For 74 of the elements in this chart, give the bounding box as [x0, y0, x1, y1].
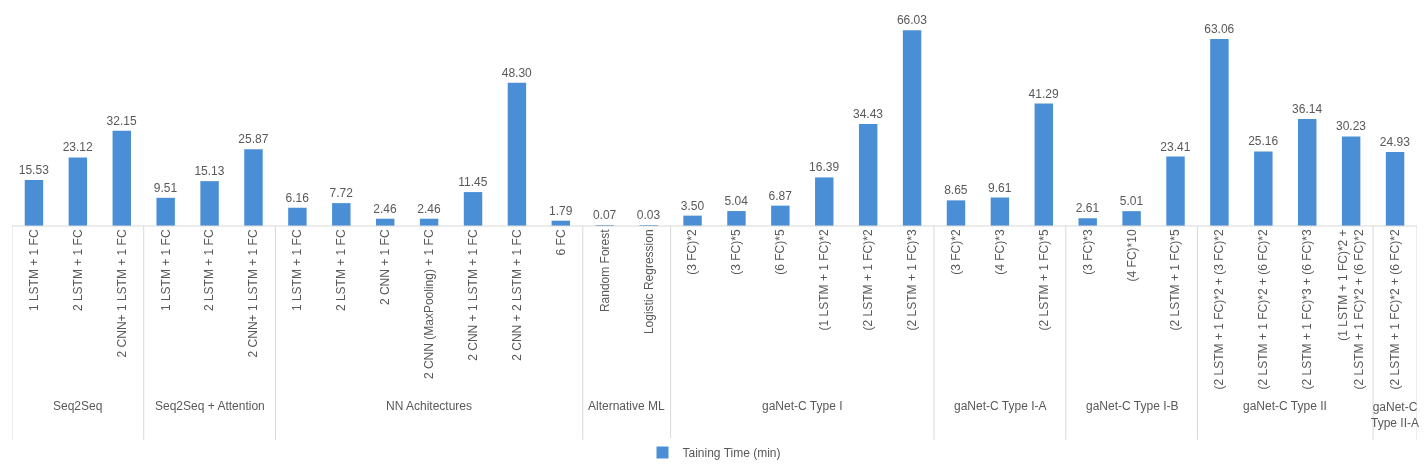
- text: gaNet-C Type I-A: [954, 399, 1047, 413]
- data-label: 0.07: [592, 208, 617, 222]
- x-tick-label: 2 CNN+ 1 LSTM + 1 FC: [114, 229, 129, 358]
- x-tick-label: (2 LSTM + 1 FC)*2 + (6 FC)*2: [1387, 229, 1402, 390]
- x-tick-label: (2 LSTM + 1 FC)*3 + (6 FC)*3: [1300, 229, 1315, 390]
- x-tick-label: (3 FC)*2: [948, 229, 963, 275]
- x-tick-label: 2 LSTM + 1 FC: [202, 229, 217, 312]
- x-tick-label: (6 FC)*5: [773, 229, 788, 275]
- x-tick-label: 2 LSTM + 1 FC: [70, 229, 85, 312]
- data-label: 9.51: [153, 180, 178, 195]
- text: Seq2Seq + Attention: [155, 399, 265, 413]
- legend-label: Taining Time (min): [682, 446, 781, 461]
- data-label: 25.87: [238, 132, 269, 147]
- data-label: 15.53: [18, 162, 50, 177]
- x-tick-label: (2 LSTM + 1 FC)*3: [904, 229, 919, 331]
- x-tick-label: (1 LSTM + 1 FC)*2: [817, 229, 832, 331]
- data-label: 41.29: [1028, 86, 1059, 101]
- x-tick-label: (2 LSTM + 1 FC)*5: [1168, 229, 1183, 331]
- text: gaNet-C Type I: [762, 399, 843, 413]
- text: gaNet-C Type II: [1243, 399, 1327, 413]
- text: gaNet-C Type I-B: [1086, 399, 1179, 413]
- x-tick-label: Random Forest: [597, 228, 612, 313]
- data-label: 48.30: [501, 65, 533, 80]
- x-tick-label: 1 LSTM + 1 FC: [290, 229, 305, 312]
- x-tick-label: 2 CNN+ 1 LSTM + 1 FC: [246, 229, 261, 358]
- x-tick-label: 2 CNN (MaxPooling) + 1 FC: [422, 229, 437, 380]
- data-label: 2.46: [417, 201, 441, 216]
- data-label: 5.01: [1119, 194, 1144, 209]
- x-tick-label: (2 LSTM + 1 FC)*2: [861, 229, 876, 331]
- data-label: 66.03: [896, 13, 928, 28]
- data-label: 11.45: [458, 175, 488, 190]
- x-tick-label: (4 FC)*10: [1124, 229, 1139, 282]
- data-label: 9.61: [988, 180, 1012, 195]
- x-tick-label: (2 LSTM + 1 FC)*2 + (3 FC)*2: [1212, 229, 1227, 390]
- data-label: 6.16: [285, 190, 310, 205]
- x-tick-label: 6 FC: [553, 229, 568, 256]
- x-tick-label: Logistic Regression: [641, 229, 656, 335]
- data-label: 23.41: [1160, 139, 1191, 154]
- text: NN Achitectures: [386, 399, 473, 413]
- x-tick-label: 2 LSTM + 1 FC: [334, 229, 349, 312]
- data-label: 5.04: [724, 194, 749, 209]
- data-label: 23.12: [62, 140, 94, 155]
- x-tick-label: 2 CNN + 1 LSTM + 1 FC: [465, 229, 480, 361]
- x-tick-label: (4 FC)*3: [992, 229, 1007, 275]
- x-tick-label: 1 LSTM + 1 FC: [26, 229, 41, 312]
- x-tick-label: 2 CNN + 2 LSTM + 1 FC: [509, 229, 524, 361]
- x-tick-label: (1 LSTM + 1 FC)*2 + (2 LSTM + 1 FC)*2 + (6 FC)*2: [1336, 229, 1366, 390]
- x-tick-label: (3 FC)*2: [685, 229, 700, 275]
- data-label: 0.03: [636, 208, 661, 222]
- data-label: 15.13: [194, 164, 225, 179]
- data-label: 2.46: [373, 201, 398, 216]
- data-label: 16.39: [809, 160, 840, 175]
- x-tick-label: 2 CNN + 1 FC: [378, 229, 393, 306]
- x-tick-label: (3 FC)*5: [729, 229, 744, 275]
- data-label: 1.79: [548, 203, 573, 218]
- x-tick-label: (3 FC)*3: [1080, 229, 1095, 275]
- data-label: 6.87: [768, 188, 793, 203]
- data-label: 3.50: [680, 198, 705, 213]
- data-label: 36.14: [1292, 101, 1323, 116]
- data-label: 34.43: [852, 106, 884, 121]
- text: Alternative ML: [588, 399, 666, 413]
- data-label: 7.72: [329, 186, 354, 201]
- data-label: 63.06: [1204, 22, 1235, 37]
- data-label: 32.15: [106, 113, 137, 128]
- x-tick-label: 1 LSTM + 1 FC: [158, 229, 173, 312]
- text: gaNet-C Type II-A: [1371, 400, 1420, 430]
- data-label: 2.61: [1075, 201, 1100, 216]
- text: Seq2Seq: [53, 399, 103, 413]
- data-label: 25.16: [1248, 134, 1279, 149]
- data-label: 30.23: [1335, 119, 1367, 134]
- data-label: 24.93: [1379, 135, 1411, 150]
- data-label: 8.65: [944, 183, 968, 198]
- x-tick-label: (2 LSTM + 1 FC)*5: [1036, 229, 1051, 331]
- x-tick-label: (2 LSTM + 1 FC)*2 + (6 FC)*2: [1256, 229, 1271, 390]
